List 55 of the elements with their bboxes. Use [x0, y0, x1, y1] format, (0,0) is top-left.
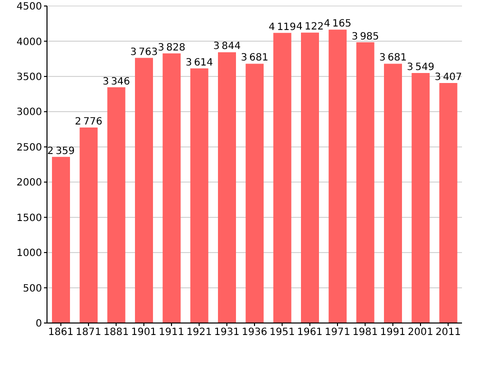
- y-tick-label: 500: [22, 283, 42, 294]
- x-tick-label: 1861: [48, 327, 74, 338]
- data-label: 3 549: [406, 62, 434, 73]
- bar: [328, 30, 347, 323]
- x-tick-label: 1936: [242, 327, 268, 338]
- data-label: 3 844: [213, 41, 241, 52]
- bar: [52, 156, 70, 323]
- data-label: 4 122: [296, 22, 324, 33]
- data-label: 3 763: [130, 46, 158, 58]
- bar: [412, 72, 430, 323]
- x-tick-label: 1981: [352, 327, 378, 338]
- data-label: 3 681: [240, 52, 268, 64]
- x-tick-label: 1931: [214, 327, 240, 338]
- bar: [300, 32, 319, 323]
- x-tick-label: 2011: [435, 327, 461, 338]
- bar: [439, 82, 458, 323]
- x-tick-label: 1911: [158, 327, 184, 338]
- data-label: 3 407: [434, 72, 462, 83]
- y-tick-label: 2500: [16, 142, 42, 154]
- x-tick-label: 2001: [408, 327, 434, 338]
- bar: [356, 42, 374, 323]
- bar: [134, 58, 153, 323]
- data-label: 4 165: [324, 18, 352, 30]
- data-label: 3 346: [102, 76, 130, 88]
- x-tick-label: 1881: [103, 327, 129, 338]
- bar: [162, 53, 181, 323]
- data-label: 3 828: [158, 42, 186, 54]
- x-tick-label: 1991: [380, 327, 406, 338]
- data-label: 3 985: [352, 31, 380, 42]
- bar: [246, 64, 264, 323]
- y-tick-label: 1500: [16, 212, 42, 224]
- x-tick-label: 1971: [324, 327, 350, 338]
- y-tick-label: 3500: [16, 72, 42, 83]
- data-label: 3 614: [186, 57, 214, 68]
- y-tick-label: 1000: [16, 248, 42, 260]
- y-tick-label: 4500: [16, 2, 42, 13]
- bar: [384, 64, 402, 323]
- y-tick-label: 0: [36, 318, 42, 330]
- x-tick-label: 1871: [76, 327, 102, 338]
- x-tick-label: 1921: [186, 327, 212, 338]
- data-label: 3 681: [379, 52, 407, 64]
- y-tick-label: 3000: [16, 107, 42, 118]
- bar: [80, 127, 98, 323]
- data-label: 2 359: [47, 146, 75, 157]
- data-label: 4 119: [268, 22, 296, 33]
- x-tick-label: 1951: [269, 327, 295, 338]
- bar: [273, 32, 292, 323]
- x-tick-label: 1901: [131, 327, 157, 338]
- bar: [107, 87, 126, 323]
- x-tick-label: 1961: [297, 327, 323, 338]
- y-tick-label: 4000: [16, 36, 42, 48]
- bar: [218, 52, 236, 323]
- bar: [190, 68, 208, 323]
- data-label: 2 776: [74, 116, 102, 128]
- y-tick-label: 2000: [16, 178, 42, 189]
